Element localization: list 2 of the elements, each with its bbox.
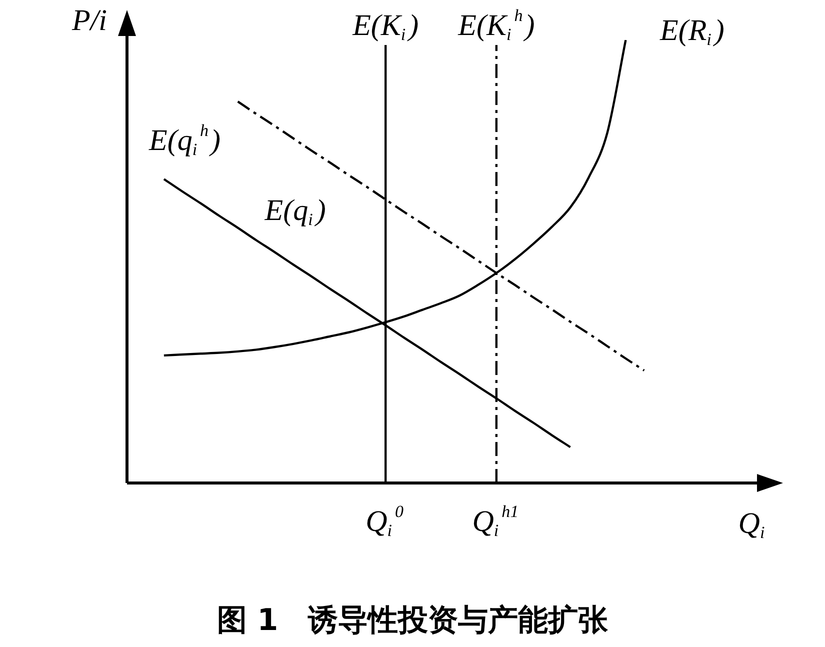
- y-axis-title: P/i: [71, 4, 108, 37]
- text: 图 1 诱导性投资与产能扩张: [216, 603, 610, 638]
